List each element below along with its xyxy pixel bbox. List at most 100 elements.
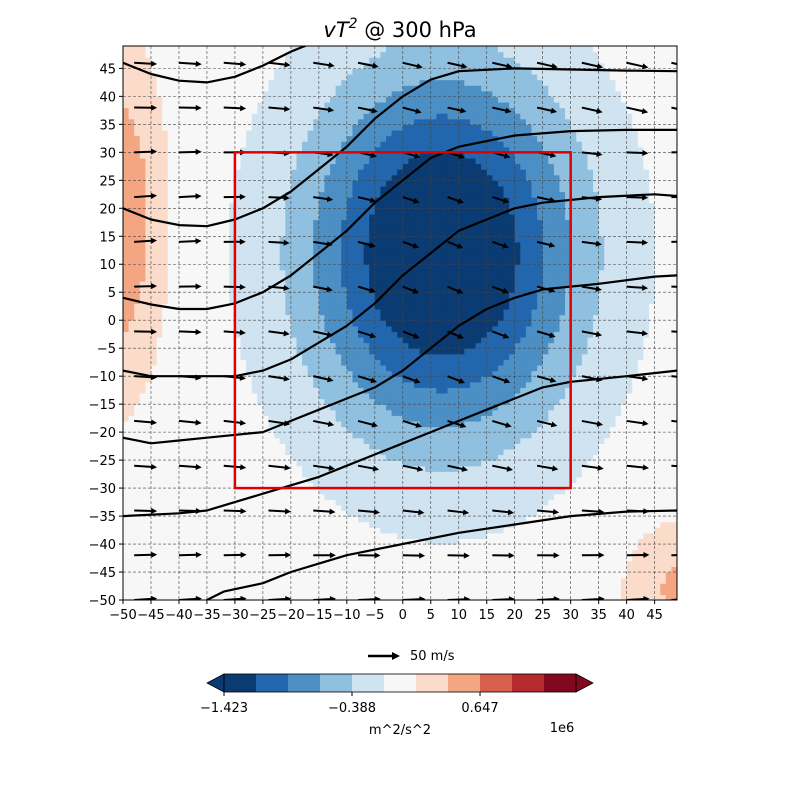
heat-cell (268, 129, 275, 137)
heat-cell (234, 309, 242, 316)
heat-cell (279, 258, 286, 265)
heat-cell (246, 169, 253, 176)
heat-cell (139, 583, 146, 590)
heat-cell (134, 208, 141, 215)
heat-cell (195, 73, 202, 81)
heat-cell (123, 169, 130, 176)
heat-cell (128, 504, 135, 512)
heat-cell (330, 320, 337, 327)
heat-cell (201, 303, 208, 310)
heat-cell (178, 404, 186, 411)
heat-cell (285, 364, 292, 372)
heat-cell (134, 46, 141, 53)
heat-cell (397, 152, 404, 159)
heat-cell (195, 482, 202, 489)
heat-cell (279, 364, 286, 372)
heat-cell (150, 90, 158, 97)
heat-cell (162, 264, 169, 271)
heat-cell (150, 275, 158, 282)
heat-cell (386, 269, 393, 277)
heat-cell (167, 314, 174, 321)
heat-cell (201, 404, 208, 411)
heat-cell (145, 96, 152, 103)
heat-cell (296, 247, 303, 254)
heat-cell (397, 292, 404, 299)
heat-cell (201, 353, 208, 360)
heat-cell (358, 404, 365, 411)
heat-cell (240, 51, 247, 58)
heat-cell (123, 118, 130, 125)
heat-cell (251, 46, 258, 53)
heat-cell (234, 381, 242, 388)
heat-cell (380, 521, 387, 528)
heat-cell (145, 426, 152, 433)
heat-cell (290, 325, 298, 332)
heat-cell (335, 213, 342, 221)
heat-cell (246, 225, 253, 232)
heat-cell (218, 202, 225, 209)
heat-cell (335, 264, 342, 271)
heat-cell (374, 510, 382, 517)
heat-cell (218, 454, 225, 461)
heat-cell (206, 180, 214, 187)
heat-cell (223, 96, 230, 103)
heat-cell (218, 253, 225, 260)
heat-cell (206, 364, 214, 372)
heat-cell (184, 404, 191, 411)
heat-cell (145, 320, 152, 327)
heat-cell (274, 359, 281, 366)
heat-cell (374, 73, 382, 81)
heat-cell (397, 426, 404, 433)
heat-cell (274, 264, 281, 271)
heat-cell (330, 191, 337, 198)
heat-cell (369, 281, 376, 288)
heat-cell (380, 101, 387, 109)
heat-cell (274, 180, 281, 187)
heat-cell (262, 185, 270, 193)
heat-cell (335, 101, 342, 109)
heat-cell (128, 79, 135, 86)
heat-cell (296, 152, 303, 159)
heat-cell (380, 572, 387, 579)
heat-cell (290, 163, 298, 170)
heat-cell (162, 588, 169, 596)
heat-cell (313, 141, 320, 148)
heat-cell (369, 219, 376, 226)
heat-cell (324, 387, 331, 394)
heat-cell (374, 152, 382, 159)
heat-cell (346, 588, 354, 596)
heat-cell (212, 135, 219, 142)
heat-cell (134, 353, 141, 360)
heat-cell (307, 392, 314, 400)
heat-cell (184, 398, 191, 405)
heat-cell (274, 560, 281, 568)
heat-cell (139, 253, 146, 260)
heat-cell (268, 409, 275, 416)
heat-cell (268, 359, 275, 366)
heat-cell (391, 236, 398, 243)
heat-cell (229, 538, 236, 545)
heat-cell (218, 314, 225, 321)
heat-cell (150, 426, 158, 433)
heat-cell (178, 258, 186, 265)
heat-cell (167, 157, 174, 165)
heat-cell (206, 488, 214, 495)
heat-cell (139, 73, 146, 81)
heat-cell (150, 208, 158, 215)
heat-cell (313, 577, 320, 584)
heat-cell (246, 163, 253, 170)
heat-cell (150, 583, 158, 590)
heat-cell (229, 471, 236, 478)
heat-cell (290, 258, 298, 265)
heat-cell (369, 538, 376, 545)
heat-cell (257, 247, 264, 254)
heat-cell (139, 197, 146, 204)
heat-cell (341, 437, 348, 444)
heat-cell (262, 415, 270, 422)
heat-cell (307, 594, 314, 600)
heat-cell (313, 213, 320, 221)
heat-cell (128, 370, 135, 377)
heat-cell (313, 566, 320, 573)
heat-cell (212, 404, 219, 411)
heat-cell (128, 247, 135, 254)
